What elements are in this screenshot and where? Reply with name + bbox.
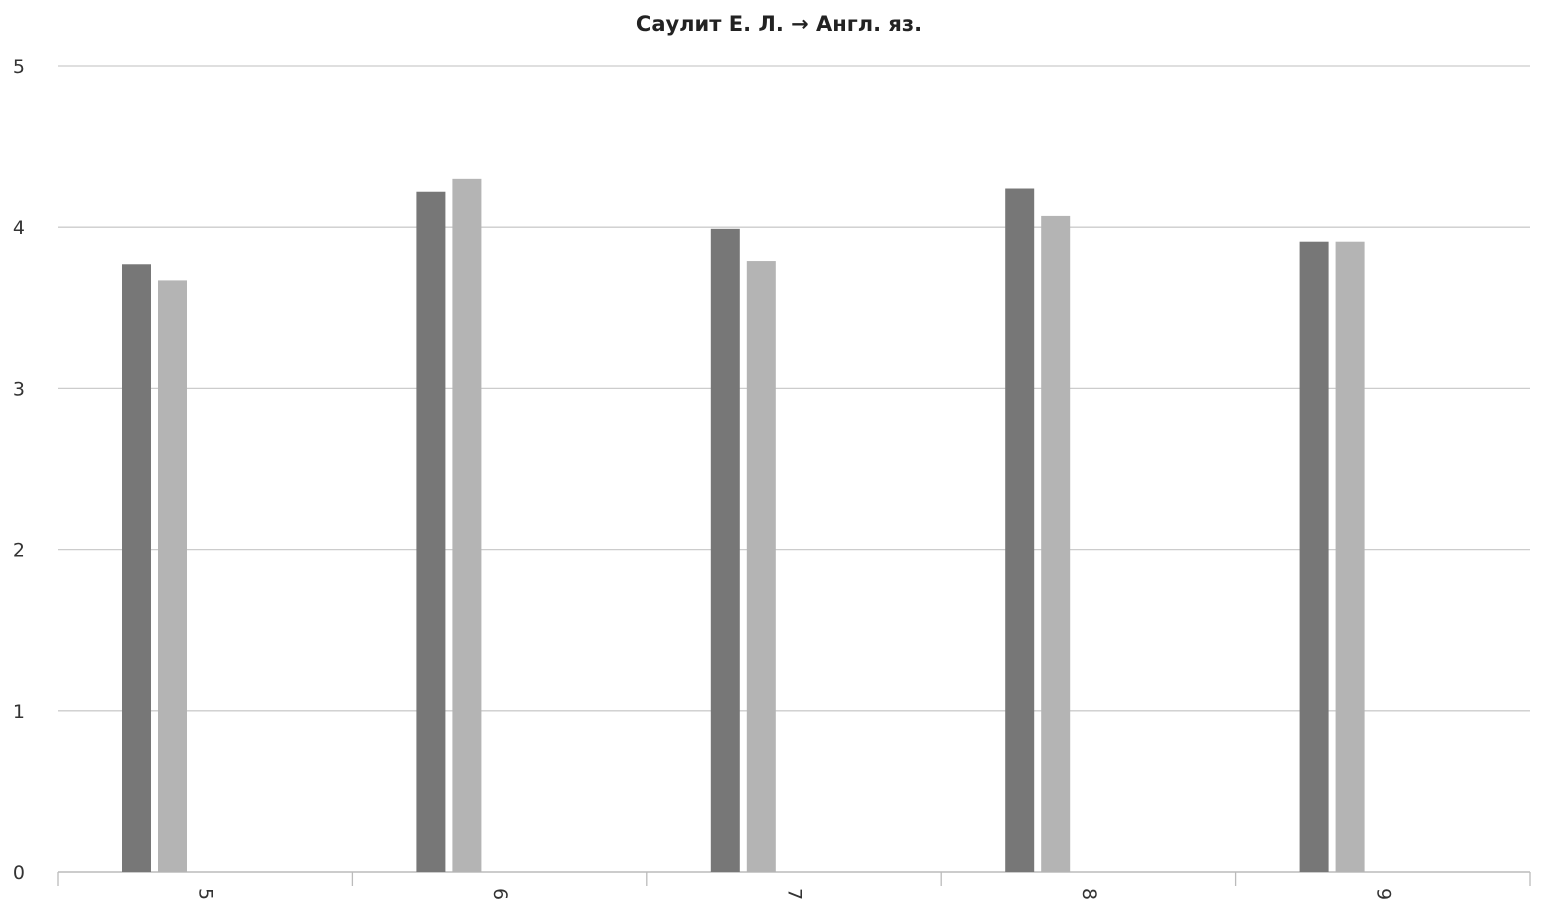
y-tick-label: 3 (13, 378, 25, 400)
y-tick-label: 5 (13, 56, 25, 78)
bar-series-2-cat-5 (158, 280, 187, 872)
y-tick-label: 4 (13, 217, 25, 239)
bar-series-1-cat-9 (1299, 241, 1329, 872)
bar-series-1-cat-6 (416, 191, 446, 873)
y-tick-label: 1 (13, 701, 25, 723)
chart-title: Саулит Е. Л. → Англ. яз. (635, 12, 923, 36)
y-tick-label: 2 (13, 540, 25, 562)
x-tick-label: 5 (195, 888, 217, 900)
x-tick-label: 8 (1078, 888, 1100, 900)
bar-series-1-cat-7 (710, 228, 740, 872)
x-tick-label: 6 (489, 888, 511, 900)
bar-series-2-cat-7 (746, 261, 776, 872)
bar-series-2-cat-9 (1335, 241, 1365, 872)
x-tick-label: 7 (784, 888, 806, 900)
x-tick-label: 9 (1372, 888, 1394, 900)
bar-series-2-cat-8 (1041, 215, 1071, 872)
bar-series-2-cat-6 (452, 178, 482, 873)
y-tick-label: 0 (13, 862, 25, 884)
bar-series-1-cat-8 (1005, 188, 1035, 873)
bar-series-1-cat-5 (122, 264, 151, 872)
